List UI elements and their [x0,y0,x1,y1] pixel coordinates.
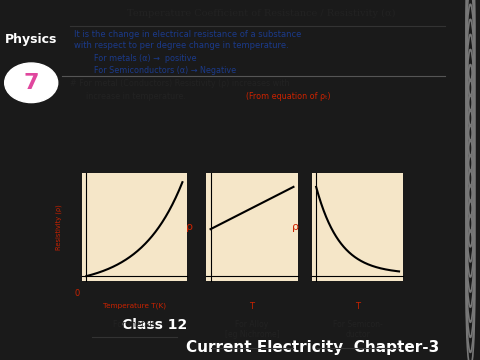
Text: Temperature Coefficient of Resistance / Resistivity (α): Temperature Coefficient of Resistance / … [127,9,396,18]
Text: 7: 7 [24,73,39,93]
Text: Resistivity (ρ): Resistivity (ρ) [55,204,61,250]
Ellipse shape [5,63,58,103]
Text: Current Electricity  Chapter-3: Current Electricity Chapter-3 [186,340,440,355]
Text: T: T [355,302,360,311]
Text: For Alloy
[eg Nichrome]: For Alloy [eg Nichrome] [225,320,279,339]
Text: For Semicon-
ductor: For Semicon- ductor [333,320,383,339]
Text: ρ: ρ [292,222,299,232]
Text: It is the change in electrical resistance of a substance: It is the change in electrical resistanc… [74,30,302,39]
Text: Class 12: Class 12 [121,318,187,332]
Text: ρ: ρ [187,222,193,232]
Text: 0: 0 [75,289,80,298]
Text: Temperature T(K): Temperature T(K) [103,302,166,309]
Text: Physics: Physics [5,33,58,46]
Text: increase in temperature.: increase in temperature. [86,91,189,100]
Text: # For metal (Conductors) Resistivity (ρ) increases with: # For metal (Conductors) Resistivity (ρ)… [71,80,290,89]
Text: T: T [250,302,254,311]
Text: (From equation of ρₜ): (From equation of ρₜ) [246,91,330,100]
Text: with respect to per degree change in temperature.: with respect to per degree change in tem… [74,41,289,50]
Text: For metals (α) →  positive: For metals (α) → positive [94,54,197,63]
Text: For metals: For metals [113,320,156,329]
Text: For Semiconductors (α) → Negative: For Semiconductors (α) → Negative [94,66,236,75]
